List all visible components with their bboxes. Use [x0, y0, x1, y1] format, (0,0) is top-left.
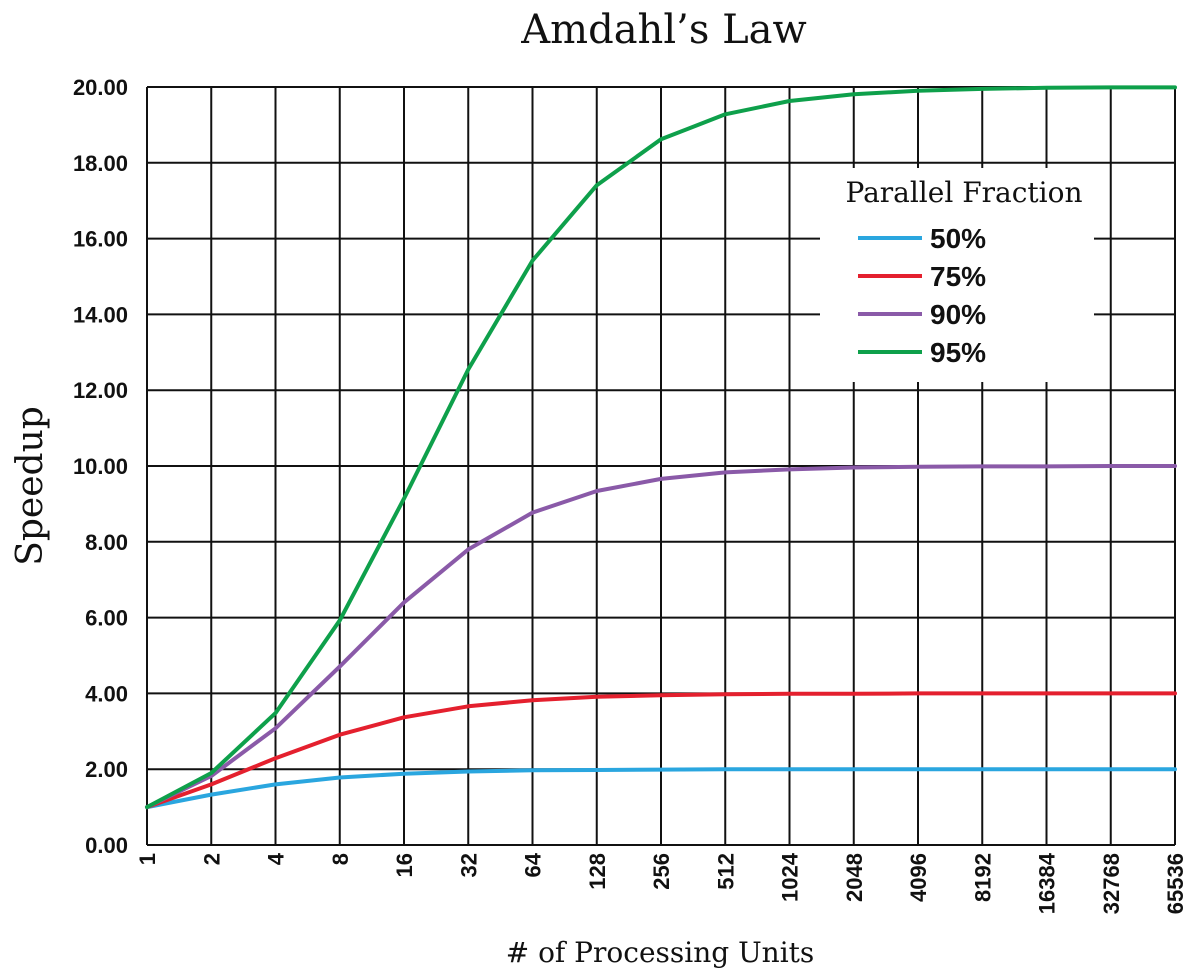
y-tick-label: 8.00 [85, 530, 128, 555]
x-tick-label: 64 [521, 852, 546, 877]
x-tick-label: 8 [328, 853, 353, 865]
y-tick-label: 18.00 [73, 151, 128, 176]
legend-label: 75% [930, 261, 986, 292]
series-lines [145, 85, 1177, 810]
y-tick-label: 12.00 [73, 378, 128, 403]
series-line-90pct [145, 464, 1177, 810]
legend-label: 50% [930, 223, 986, 254]
x-tick-label: 65536 [1163, 853, 1188, 914]
series-line-95pct [145, 85, 1177, 810]
legend-label: 95% [930, 337, 986, 368]
x-tick-label: 128 [585, 853, 610, 890]
x-tick-label: 2 [199, 853, 224, 865]
x-tick-label: 16384 [1035, 852, 1060, 914]
y-axis-label: Speedup [10, 406, 51, 566]
y-tick-label: 20.00 [73, 75, 128, 100]
series-line-75pct [145, 691, 1177, 810]
x-tick-label: 256 [649, 853, 674, 890]
series-line-50pct [145, 767, 1177, 810]
x-tick-label: 1 [135, 853, 160, 865]
x-tick-label: 32 [456, 853, 481, 877]
y-tick-label: 16.00 [73, 227, 128, 252]
y-tick-label: 0.00 [85, 833, 128, 858]
legend: Parallel Fraction 50% 75% 90% 95% [820, 168, 1094, 382]
x-tick-label: 1024 [778, 852, 803, 902]
legend-items: 50% 75% 90% 95% [858, 223, 986, 368]
chart-title: Amdahl’s Law [520, 7, 806, 53]
x-tick-label: 4096 [906, 853, 931, 902]
legend-title: Parallel Fraction [846, 176, 1083, 209]
x-tick-label: 512 [713, 853, 738, 890]
y-tick-label: 6.00 [85, 606, 128, 631]
y-tick-label: 4.00 [85, 681, 128, 706]
x-tick-label: 16 [392, 853, 417, 877]
x-tick-label: 32768 [1099, 853, 1124, 914]
y-tick-label: 2.00 [85, 757, 128, 782]
x-tick-label: 4 [264, 852, 289, 865]
x-tick-labels: 1 2 4 8 16 32 64 128 256 512 1024 2048 4096 8192 16384… [135, 852, 1188, 914]
x-tick-label: 8192 [970, 853, 995, 902]
x-axis-label: # of Processing Units [506, 936, 815, 969]
legend-label: 90% [930, 299, 986, 330]
y-tick-label: 10.00 [73, 454, 128, 479]
y-tick-labels: 0.00 2.00 4.00 6.00 8.00 10.00 12.00 14.00 16.00… [73, 75, 128, 858]
x-tick-label: 2048 [842, 853, 867, 902]
y-tick-label: 14.00 [73, 302, 128, 327]
